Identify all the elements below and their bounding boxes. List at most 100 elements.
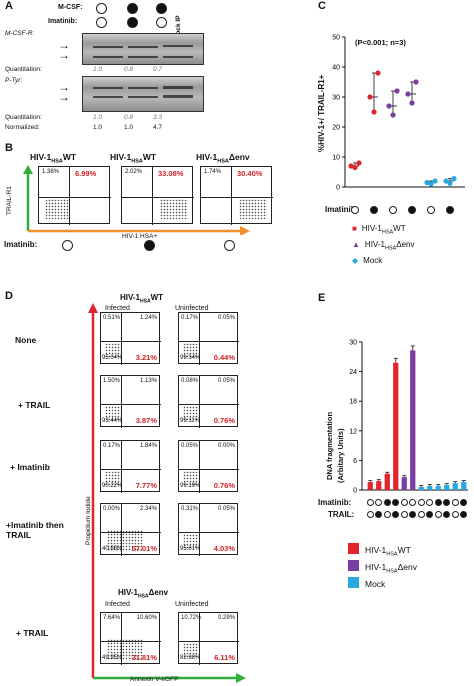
- open-circle-icon: [366, 511, 374, 518]
- filled-circle-icon: [460, 511, 468, 518]
- scatter-dots: [160, 199, 188, 219]
- propidium-iodide-axis-label: Propidium Iodide: [85, 496, 92, 545]
- data-point: [413, 79, 419, 85]
- data-point: [390, 112, 396, 118]
- mcsf-r-label: M-CSF-R:: [5, 30, 35, 37]
- ul-percent: 0.05%: [181, 443, 199, 449]
- scatter-dots: [183, 643, 199, 657]
- mcsf-r-blot: [82, 33, 204, 65]
- ur-percent: 1.84%: [139, 443, 157, 449]
- mcsf-row-label: M-CSF:: [58, 4, 83, 11]
- filled-circle-icon: [426, 511, 434, 518]
- flow-plot: 0.17% 1.84% 90.22% 7.77%: [100, 440, 161, 493]
- scatter-dots: [183, 534, 199, 548]
- flow-plot: 7.64% 10.60% 49.95% 31.81%: [100, 612, 161, 665]
- legend-label: Mock: [363, 256, 383, 265]
- ul-percent: 0.00%: [103, 506, 121, 512]
- plot-title-tail: Δenv: [228, 152, 250, 162]
- row-label: + Imatinib: [10, 462, 50, 472]
- data-point: [356, 160, 362, 166]
- ul-percent: 0.17%: [181, 315, 199, 321]
- panel-c-chart: 0 10 20 30 40 50: [332, 35, 465, 192]
- bar: [435, 486, 441, 490]
- data-point: [352, 164, 358, 171]
- ul-percent: 0.08%: [181, 378, 199, 384]
- open-circle-icon: [400, 511, 408, 518]
- ll-percent: 99.34%: [180, 355, 201, 361]
- plot-title: HIV-1HSAΔenv: [196, 152, 250, 165]
- ul-percent: 0.17%: [103, 443, 121, 449]
- panel-c-label: C: [318, 0, 326, 12]
- panel-d-title-env: HIV-1HSAΔenv: [118, 588, 169, 600]
- open-circle-icon: [451, 499, 459, 506]
- legend-label: Mock: [365, 579, 386, 589]
- open-circle-icon: [224, 240, 235, 251]
- quant-label-1: Quantitation:: [5, 66, 42, 73]
- lr-percent: 6.11%: [214, 653, 235, 662]
- ul-percent: 1.50%: [103, 378, 121, 384]
- filled-circle-icon: [392, 499, 400, 506]
- lr-percent: 0.44%: [213, 353, 235, 362]
- open-circle-icon: [351, 206, 359, 214]
- filled-circle-icon: [156, 3, 167, 14]
- ul-percent: 0.31%: [181, 506, 199, 512]
- data-point: [371, 109, 377, 115]
- legend-swatch-icon: [348, 543, 359, 554]
- open-circle-icon: [434, 511, 442, 518]
- ll-percent: 90.22%: [102, 483, 123, 489]
- filled-circle-icon: [370, 206, 378, 214]
- ll-percent: 95.61%: [180, 546, 201, 552]
- quadrant-line-vertical: [231, 167, 232, 225]
- normalized-v1: 1.0: [93, 124, 103, 131]
- data-point: [394, 88, 400, 94]
- lr-percent: 31.81%: [131, 653, 157, 662]
- bar: [452, 483, 458, 490]
- scatter-dots: [183, 406, 199, 420]
- plot-title-sub: HSA: [51, 158, 63, 165]
- plot-title-main: HIV-1: [110, 152, 132, 162]
- scatter-dots: [105, 471, 121, 485]
- arrow-icon: → →: [58, 38, 70, 62]
- flow-plot: 0.31% 0.05% 95.61% 4.03%: [178, 503, 239, 556]
- plot-title-main: HIV-1: [196, 152, 218, 162]
- row-label: + TRAIL: [16, 628, 49, 638]
- ur-percent: 0.05%: [217, 506, 235, 512]
- quadrant-line-vertical: [199, 376, 200, 428]
- quant2-v3: 3.3: [153, 114, 163, 121]
- open-circle-icon: [427, 206, 435, 214]
- scatter-dots: [239, 199, 267, 219]
- scatter-dots: [183, 471, 199, 485]
- row-label: None: [15, 335, 37, 345]
- y-tick-label: 24: [349, 369, 357, 376]
- filled-circle-icon: [446, 206, 454, 214]
- ur-percent: 2.34%: [139, 506, 157, 512]
- plot-title-main: HIV-1: [30, 152, 52, 162]
- data-point: [428, 181, 434, 187]
- data-point: [451, 176, 457, 182]
- data-point: [386, 103, 392, 109]
- ll-percent: 95.04%: [102, 355, 123, 361]
- flow-plot: 0.05% 0.00% 99.19% 0.76%: [178, 440, 239, 493]
- open-circle-icon: [366, 499, 374, 506]
- quadrant-line-vertical: [199, 613, 200, 665]
- flow-plot: 1.38% 6.99%: [38, 166, 111, 225]
- normalized-v3: 4.7: [153, 124, 163, 131]
- data-point: [405, 91, 411, 97]
- lr-percent: 0.76%: [213, 481, 235, 490]
- y-tick-label: 0: [353, 488, 357, 495]
- quadrant-line-vertical: [199, 504, 200, 556]
- filled-circle-icon: [392, 511, 400, 518]
- col-infected-label-2: Infected: [105, 601, 130, 608]
- flow-plot: 0.08% 0.05% 99.11% 0.76%: [178, 375, 239, 428]
- flow-plot: 10.72% 0.29% 82.88% 6.11%: [178, 612, 239, 665]
- legend-tail: WT: [397, 545, 411, 555]
- panel-e-imatinib-label: Imatinib:: [318, 498, 352, 507]
- bar: [461, 482, 467, 490]
- panel-d-title-wt: HIV-1HSAWT: [120, 293, 164, 305]
- legend-swatch-icon: [348, 577, 359, 588]
- flow-plot: 0.17% 0.05% 99.34% 0.44%: [178, 312, 239, 365]
- ul-percent: 10.72%: [181, 615, 202, 621]
- legend-item: HIV-1HSAΔenv: [348, 560, 417, 575]
- quadrant-line-vertical: [152, 167, 153, 225]
- quadrant-line-vertical: [121, 376, 122, 428]
